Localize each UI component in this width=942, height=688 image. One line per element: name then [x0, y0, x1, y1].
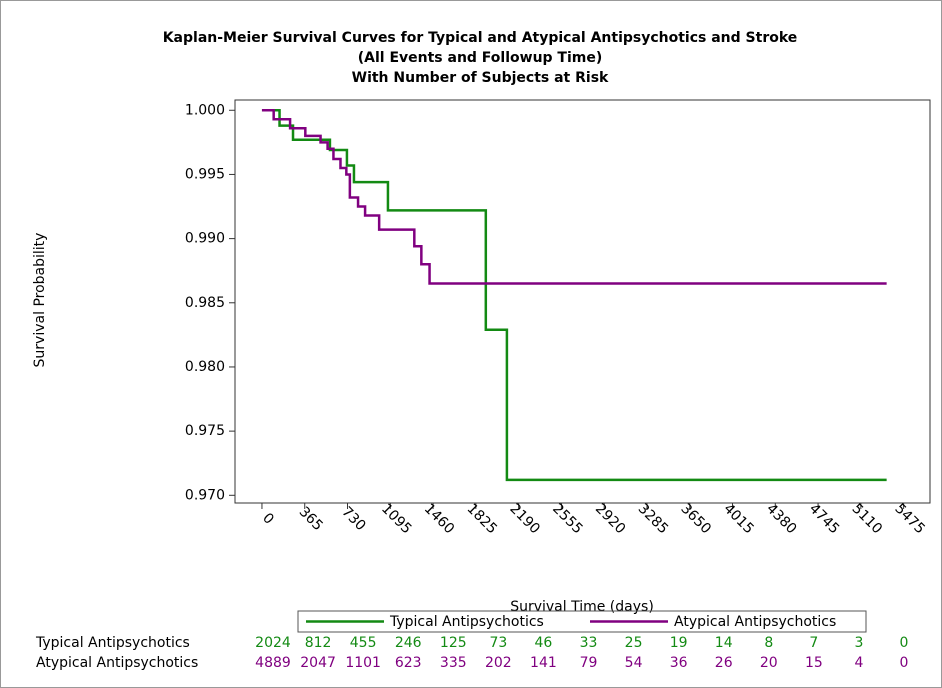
x-axis-label: Survival Time (days) [510, 599, 654, 615]
risk-count: 623 [395, 655, 422, 671]
y-tick-label: 1.000 [185, 102, 225, 118]
y-tick-label: 0.975 [185, 423, 225, 439]
risk-count: 26 [715, 655, 733, 671]
risk-count: 335 [440, 655, 467, 671]
y-tick-label: 0.980 [185, 359, 225, 375]
risk-count: 73 [489, 635, 507, 651]
risk-count: 14 [715, 635, 733, 651]
risk-count: 0 [900, 655, 909, 671]
risk-count: 812 [305, 635, 332, 651]
risk-count: 25 [625, 635, 643, 651]
y-tick-label: 0.990 [185, 231, 225, 247]
risk-count: 246 [395, 635, 422, 651]
risk-count: 141 [530, 655, 557, 671]
risk-count: 1101 [345, 655, 381, 671]
y-axis-label: Survival Probability [32, 233, 48, 368]
legend-label: Typical Antipsychotics [389, 614, 544, 630]
y-tick-label: 0.995 [185, 166, 225, 182]
risk-count: 36 [670, 655, 688, 671]
risk-count: 7 [809, 635, 818, 651]
risk-count: 2047 [300, 655, 336, 671]
y-tick-label: 0.985 [185, 295, 225, 311]
risk-row-label: Atypical Antipsychotics [36, 655, 198, 671]
risk-count: 19 [670, 635, 688, 651]
risk-count: 0 [900, 635, 909, 651]
chart-subtitle: With Number of Subjects at Risk [352, 70, 609, 86]
y-tick-label: 0.970 [185, 487, 225, 503]
plot-frame [234, 99, 931, 504]
survival-curve [261, 109, 887, 285]
risk-count: 125 [440, 635, 467, 651]
risk-count: 8 [764, 635, 773, 651]
risk-count: 54 [625, 655, 643, 671]
chart-title: Kaplan-Meier Survival Curves for Typical… [163, 30, 798, 46]
risk-count: 46 [535, 635, 553, 651]
legend-box [297, 610, 867, 633]
risk-count: 15 [805, 655, 823, 671]
risk-count: 4889 [255, 655, 291, 671]
risk-count: 20 [760, 655, 778, 671]
risk-count: 33 [580, 635, 598, 651]
risk-count: 3 [854, 635, 863, 651]
risk-row-label: Typical Antipsychotics [35, 635, 190, 651]
risk-count: 79 [580, 655, 598, 671]
risk-count: 202 [485, 655, 512, 671]
risk-count: 2024 [255, 635, 291, 651]
legend-label: Atypical Antipsychotics [674, 614, 836, 630]
risk-count: 4 [854, 655, 863, 671]
risk-count: 455 [350, 635, 377, 651]
chart-subtitle: (All Events and Followup Time) [358, 50, 603, 66]
